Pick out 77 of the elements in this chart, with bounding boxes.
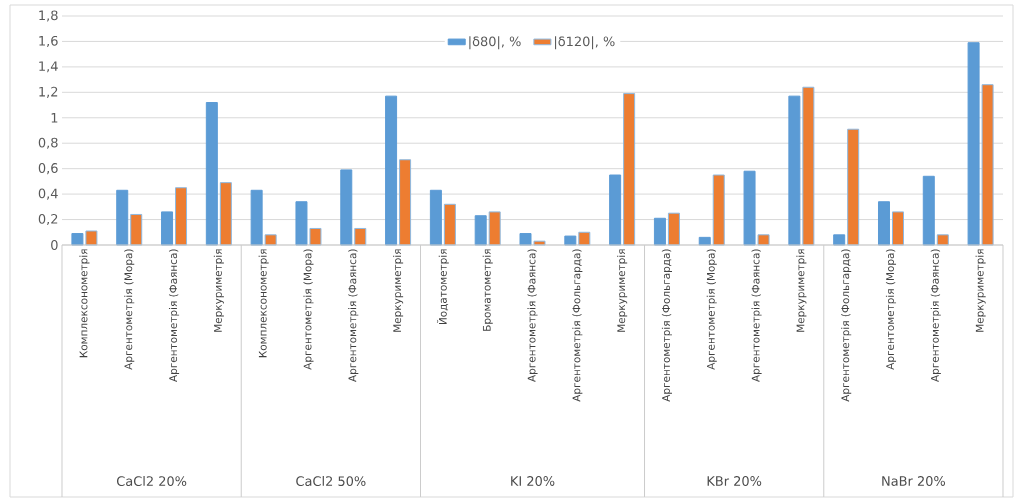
x-tick-label: Йодатометрія bbox=[436, 249, 449, 325]
x-tick-label: Аргентометрія (Мора) bbox=[303, 249, 314, 370]
bar bbox=[667, 212, 680, 246]
bar bbox=[219, 182, 232, 246]
legend-label: |δ80|, % bbox=[469, 36, 521, 50]
bar bbox=[936, 234, 949, 246]
bar bbox=[967, 42, 980, 246]
bar bbox=[309, 227, 322, 246]
x-tick-label: Аргентометрія (Фольгарда) bbox=[661, 249, 672, 402]
text: NaBr 20% bbox=[882, 476, 946, 486]
bar bbox=[205, 102, 218, 246]
bar bbox=[443, 203, 456, 246]
bar bbox=[264, 234, 277, 246]
bar bbox=[130, 213, 143, 246]
bar bbox=[788, 95, 801, 246]
x-tick-label: Аргентометрія (Фаянса) bbox=[930, 249, 941, 382]
bar bbox=[981, 84, 994, 246]
x-tick-label: Меркуриметрія bbox=[393, 249, 404, 332]
x-tick-label: Аргентометрія (Мора) bbox=[706, 249, 717, 370]
bar bbox=[429, 189, 442, 246]
x-tick-label: Аргентометрія (Фольгарда) bbox=[841, 249, 852, 402]
bar bbox=[877, 201, 890, 246]
x-tick-label: Меркуриметрія bbox=[617, 249, 628, 332]
y-tick-label: 0 bbox=[51, 240, 58, 250]
bar bbox=[354, 227, 367, 246]
text: KBr 20% bbox=[707, 476, 762, 486]
bar bbox=[488, 211, 501, 246]
bar bbox=[295, 201, 308, 246]
bar bbox=[175, 187, 188, 246]
bar bbox=[564, 235, 577, 246]
bar bbox=[653, 217, 666, 246]
x-tick-label: Аргентометрія (Фаянса) bbox=[751, 249, 762, 382]
bar bbox=[833, 234, 846, 246]
y-tick-label: 1 bbox=[51, 113, 58, 123]
x-tick-label: Комплексонометрія bbox=[258, 249, 269, 358]
text: KI 20% bbox=[511, 476, 555, 486]
bar bbox=[757, 234, 770, 246]
bar bbox=[85, 230, 98, 246]
y-tick-label: 1,8 bbox=[39, 10, 58, 22]
bar bbox=[847, 128, 860, 246]
x-tick-label: Броматометрія bbox=[482, 249, 493, 331]
y-tick-label: 0,4 bbox=[38, 188, 58, 200]
x-tick-label: Аргентометрія (Фольгарда) bbox=[572, 249, 583, 402]
y-tick-label: 0,2 bbox=[38, 213, 58, 226]
bar bbox=[161, 211, 174, 246]
x-tick-label: Меркуриметрія bbox=[213, 249, 224, 332]
bar bbox=[71, 233, 84, 246]
y-tick-label: 0,6 bbox=[38, 163, 58, 175]
bar bbox=[609, 174, 622, 246]
bar bbox=[922, 175, 935, 246]
x-tick-label: Комплексонометрія bbox=[79, 249, 90, 358]
bar bbox=[385, 95, 398, 246]
bar bbox=[743, 170, 756, 246]
bar bbox=[802, 86, 815, 246]
bar bbox=[891, 211, 904, 246]
x-tick-label: Меркуриметрія bbox=[975, 249, 986, 332]
bar bbox=[474, 215, 487, 246]
y-tick-label: 1,6 bbox=[39, 35, 58, 47]
bar bbox=[340, 169, 353, 246]
bar bbox=[519, 233, 532, 246]
y-tick-label: 1,2 bbox=[39, 86, 58, 98]
bar bbox=[399, 159, 412, 246]
text: CaCl2 50% bbox=[296, 475, 366, 487]
x-tick-label: Меркуриметрія bbox=[796, 249, 807, 332]
bar bbox=[712, 174, 725, 246]
bar bbox=[116, 189, 129, 246]
x-tick-label: Аргентометрія (Мора) bbox=[124, 249, 135, 370]
y-tick-label: 0,8 bbox=[38, 137, 58, 149]
legend-label: |δ120|, % bbox=[555, 36, 615, 50]
text: CaCl2 20% bbox=[116, 475, 187, 487]
y-tick-label: 1,4 bbox=[39, 61, 58, 73]
x-tick-label: Аргентометрія (Мора) bbox=[885, 249, 897, 370]
x-tick-label: Аргентометрія (Фаянса) bbox=[168, 249, 180, 382]
bar bbox=[250, 189, 263, 246]
x-tick-label: Аргентометрія (Фаянса) bbox=[527, 249, 538, 382]
x-tick-label: Аргентометрія (Фаянса) bbox=[348, 249, 359, 382]
bar bbox=[623, 93, 636, 246]
